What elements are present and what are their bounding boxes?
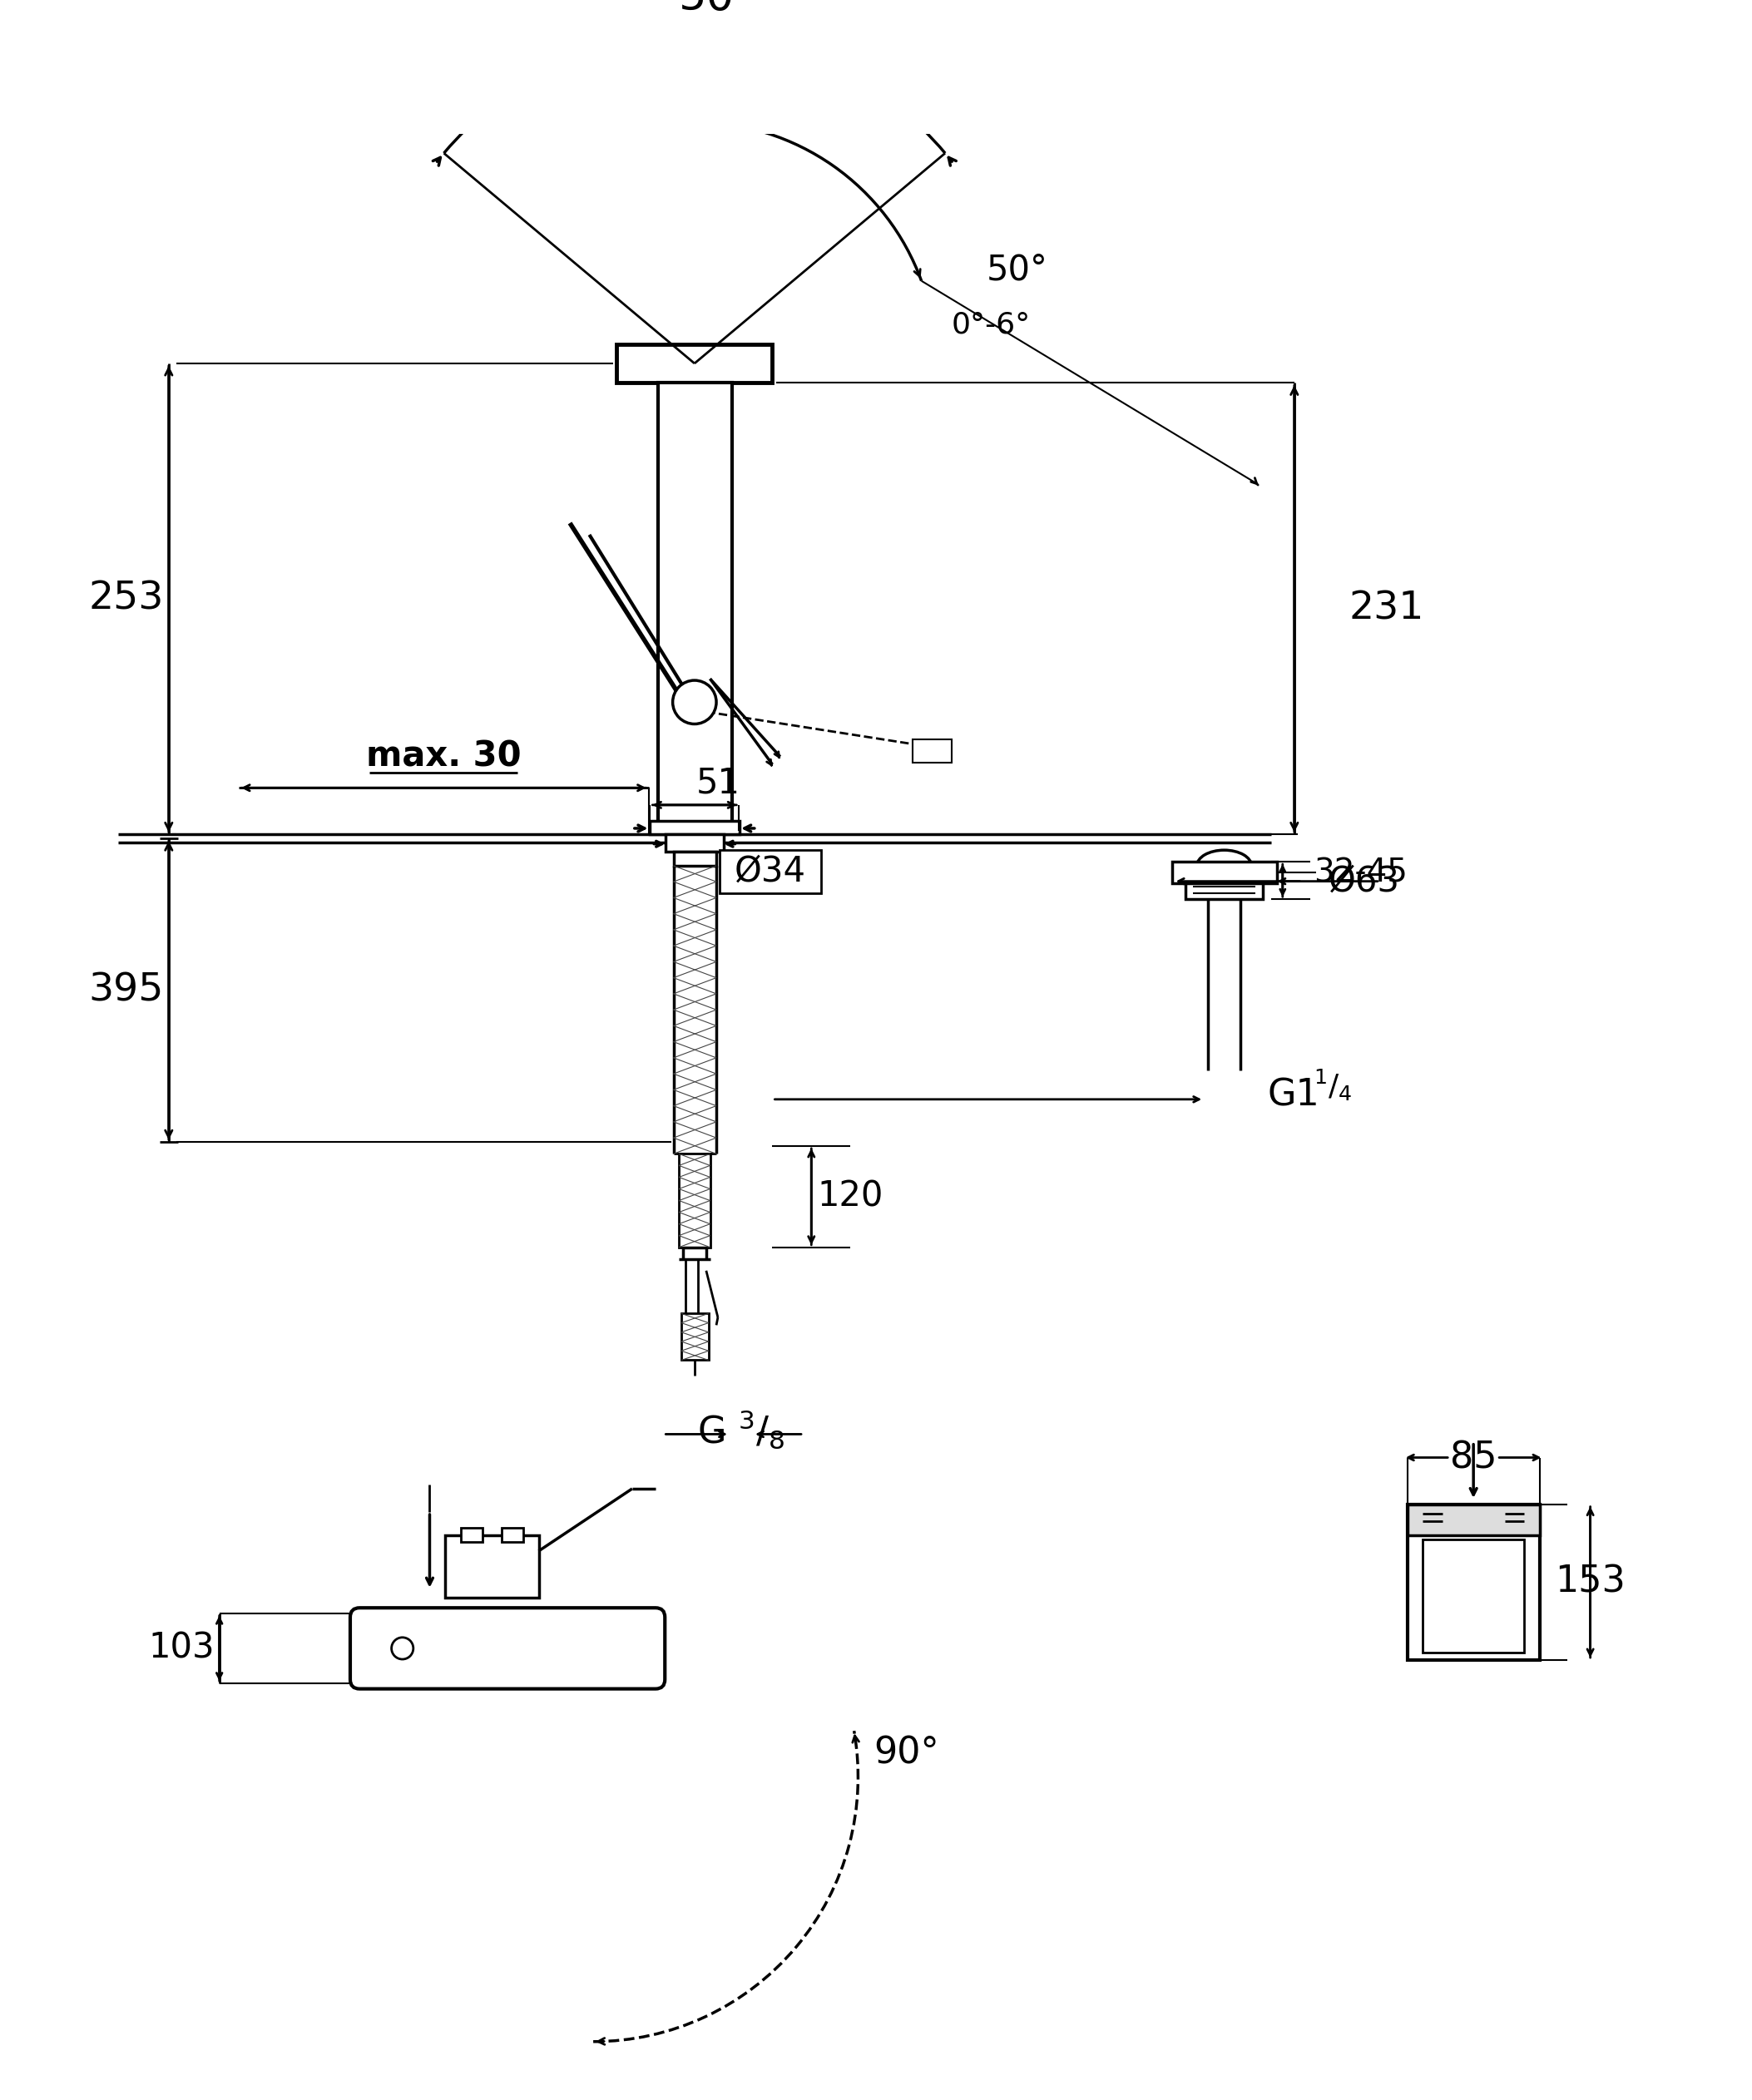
Bar — [680, 1153, 710, 1247]
Bar — [720, 850, 820, 892]
Text: 120: 120 — [816, 1180, 883, 1214]
Text: G $\mathregular{^3/_8}$: G $\mathregular{^3/_8}$ — [697, 1409, 785, 1451]
Text: 395: 395 — [88, 972, 163, 1008]
Bar — [666, 834, 724, 853]
Bar — [1186, 884, 1263, 899]
Text: 50°: 50° — [680, 0, 757, 19]
Bar — [1423, 1539, 1524, 1653]
Bar — [1407, 1504, 1540, 1659]
Text: 231: 231 — [1349, 590, 1424, 628]
Circle shape — [391, 1638, 413, 1659]
FancyBboxPatch shape — [350, 1609, 666, 1688]
Text: 103: 103 — [149, 1632, 215, 1665]
Text: max. 30: max. 30 — [366, 739, 522, 775]
Bar — [617, 344, 773, 382]
Text: 0°-6°: 0°-6° — [951, 311, 1030, 338]
Text: $\mathregular{^1/_4}$: $\mathregular{^1/_4}$ — [1314, 1067, 1353, 1102]
Bar — [610, 1640, 624, 1655]
Text: 90°: 90° — [874, 1735, 939, 1770]
Bar — [1172, 861, 1277, 884]
Bar — [650, 821, 739, 834]
Bar — [445, 1535, 538, 1598]
Text: Ø63: Ø63 — [1328, 863, 1400, 899]
Text: 50°: 50° — [986, 252, 1048, 288]
Text: 32-45: 32-45 — [1314, 857, 1407, 888]
Text: Ø34: Ø34 — [734, 855, 806, 888]
Text: G1: G1 — [1267, 1077, 1319, 1113]
Text: 153: 153 — [1556, 1564, 1626, 1600]
Bar — [1407, 1504, 1540, 1535]
Bar — [461, 1527, 482, 1541]
Bar — [673, 853, 717, 865]
Text: 51: 51 — [696, 766, 739, 800]
Bar — [913, 739, 951, 762]
Text: 253: 253 — [88, 580, 163, 617]
Bar — [682, 1312, 708, 1361]
Circle shape — [673, 680, 717, 724]
Text: 85: 85 — [1451, 1441, 1496, 1476]
Bar — [659, 382, 732, 832]
Bar — [501, 1527, 524, 1541]
